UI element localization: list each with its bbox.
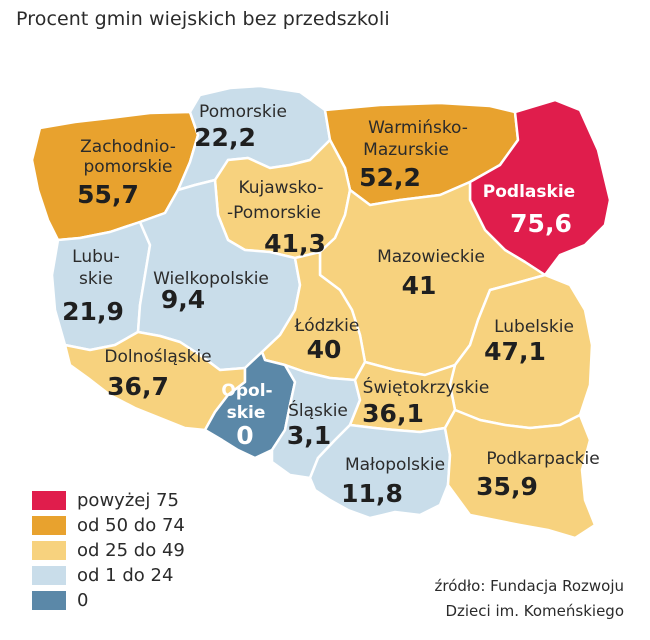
value-podlaskie: 75,6 (510, 209, 572, 238)
legend-label: od 1 do 24 (77, 565, 174, 586)
legend: powyżej 75 od 50 do 74 od 25 do 49 od 1 … (32, 488, 185, 613)
legend-swatch (32, 591, 66, 610)
value-opolskie: 0 (236, 421, 253, 450)
label-slaskie: Śląskie (288, 399, 348, 421)
value-kujawsko: 41,3 (264, 229, 326, 258)
label-dolnoslaskie: Dolnośląskie (104, 347, 211, 367)
label-kujawsko-2: -Pomorskie (227, 203, 321, 223)
label-wielkopolskie: Wielkopolskie (153, 269, 269, 289)
label-lodzkie: Łódzkie (294, 316, 360, 336)
legend-item-zero: 0 (32, 588, 185, 613)
region-opolskie[interactable] (203, 350, 297, 460)
value-pomorskie: 22,2 (194, 123, 256, 152)
label-lubuskie-2: skie (79, 269, 113, 289)
value-lodzkie: 40 (307, 335, 342, 364)
label-podkarpackie: Podkarpackie (486, 449, 599, 469)
value-podkarpackie: 35,9 (476, 472, 538, 501)
legend-label: od 50 do 74 (77, 515, 185, 536)
label-lubelskie: Lubelskie (494, 317, 574, 337)
legend-item-50-74: od 50 do 74 (32, 513, 185, 538)
legend-swatch (32, 491, 66, 510)
source-line-2: Dzieci im. Komeńskiego (445, 602, 624, 620)
label-lubuskie-1: Lubu- (72, 247, 120, 267)
label-zachodniopomorskie-2: pomorskie (83, 157, 172, 177)
value-lubelskie: 47,1 (484, 337, 546, 366)
map-title: Procent gmin wiejskich bez przedszkoli (16, 8, 390, 30)
label-kujawsko-1: Kujawsko- (238, 178, 323, 198)
label-opolskie-1: Opol- (221, 381, 272, 401)
legend-label: powyżej 75 (77, 490, 179, 511)
label-zachodniopomorskie-1: Zachodnio- (80, 137, 176, 157)
legend-swatch (32, 566, 66, 585)
value-mazowieckie: 41 (402, 271, 437, 300)
label-opolskie-2: skie (227, 403, 266, 423)
source-note: źródło: Fundacja Rozwoju Dzieci im. Kome… (364, 574, 625, 624)
label-malopolskie: Małopolskie (345, 455, 445, 475)
label-podlaskie: Podlaskie (483, 182, 575, 202)
legend-item-25-49: od 25 do 49 (32, 538, 185, 563)
value-malopolskie: 11,8 (341, 479, 403, 508)
legend-label: od 25 do 49 (77, 540, 185, 561)
legend-item-1-24: od 1 do 24 (32, 563, 185, 588)
legend-label: 0 (77, 590, 89, 611)
value-warminsko: 52,2 (359, 163, 421, 192)
legend-swatch (32, 516, 66, 535)
source-line-1: źródło: Fundacja Rozwoju (434, 577, 625, 595)
label-pomorskie: Pomorskie (199, 102, 287, 122)
legend-item-above-75: powyżej 75 (32, 488, 185, 513)
label-warminsko-1: Warmińsko- (368, 118, 468, 138)
value-slaskie: 3,1 (287, 421, 331, 450)
region-malopolskie[interactable] (308, 423, 452, 520)
label-swietokrzyskie: Świętokrzyskie (363, 376, 490, 398)
label-warminsko-2: Mazurskie (363, 140, 449, 160)
label-mazowieckie: Mazowieckie (377, 247, 485, 267)
value-zachodniopomorskie: 55,7 (77, 180, 139, 209)
legend-swatch (32, 541, 66, 560)
value-swietokrzyskie: 36,1 (362, 399, 424, 428)
value-lubuskie: 21,9 (62, 297, 124, 326)
region-podkarpackie[interactable] (443, 408, 597, 540)
value-wielkopolskie: 9,4 (161, 285, 205, 314)
value-dolnoslaskie: 36,7 (107, 372, 169, 401)
